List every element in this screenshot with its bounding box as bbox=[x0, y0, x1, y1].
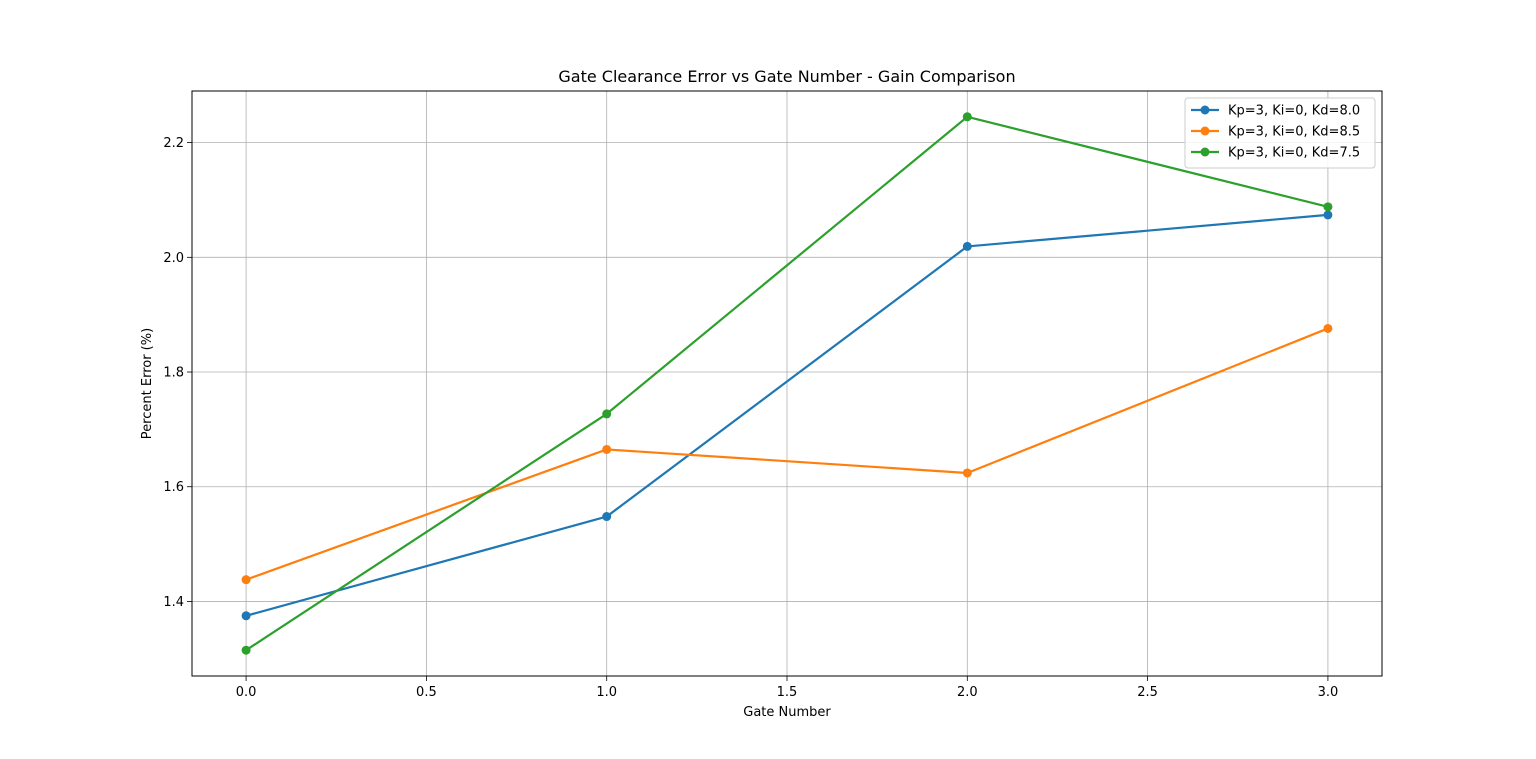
data-point bbox=[1323, 202, 1333, 212]
series-line bbox=[245, 115, 1329, 652]
legend-label: Kp=3, Ki=0, Kd=7.5 bbox=[1228, 146, 1360, 161]
legend-label: Kp=3, Ki=0, Kd=8.0 bbox=[1228, 104, 1360, 119]
series-2 bbox=[241, 323, 1333, 585]
series-line bbox=[245, 327, 1329, 581]
series-3 bbox=[241, 112, 1333, 655]
legend-box bbox=[1184, 97, 1376, 169]
legend-item: Kp=3, Ki=0, Kd=8.0 bbox=[1191, 104, 1360, 119]
data-point bbox=[962, 241, 972, 251]
data-point bbox=[241, 575, 251, 585]
data-point bbox=[962, 112, 972, 122]
legend-marker bbox=[1200, 105, 1210, 115]
data-point bbox=[241, 611, 251, 621]
legend-marker bbox=[1200, 126, 1210, 136]
y-tick-label: 1.8 bbox=[163, 366, 184, 381]
x-axis-label: Gate Number bbox=[743, 705, 831, 720]
y-tick-label: 2.0 bbox=[163, 251, 184, 266]
legend: Kp=3, Ki=0, Kd=8.0 Kp=3, Ki=0, Kd=8.5 Kp=3… bbox=[1184, 97, 1376, 169]
x-tick-label: 2.5 bbox=[1137, 685, 1158, 700]
y-axis-label: Percent Error (%) bbox=[140, 328, 155, 439]
x-tick-label: 1.5 bbox=[777, 685, 798, 700]
x-tick-label: 0.5 bbox=[416, 685, 437, 700]
x-tick-label: 3.0 bbox=[1318, 685, 1339, 700]
series-line bbox=[245, 213, 1329, 617]
axis-ticks: 0.0 0.5 1.0 1.5 2.0 2.5 3.0 1.4 1.6 1.8 2.0 2.2 bbox=[163, 136, 1338, 700]
legend-marker bbox=[1200, 147, 1210, 157]
y-tick-label: 1.6 bbox=[163, 480, 184, 495]
data-point bbox=[962, 468, 972, 478]
grid-lines bbox=[192, 91, 1382, 676]
chart-title: Gate Clearance Error vs Gate Number - Ga… bbox=[558, 67, 1015, 86]
data-point bbox=[241, 645, 251, 655]
y-tick-label: 1.4 bbox=[163, 595, 184, 610]
x-tick-label: 0.0 bbox=[236, 685, 257, 700]
data-point bbox=[602, 409, 612, 419]
series-1 bbox=[241, 210, 1333, 621]
data-point bbox=[602, 444, 612, 454]
data-point bbox=[1323, 323, 1333, 333]
legend-item: Kp=3, Ki=0, Kd=8.5 bbox=[1191, 125, 1360, 140]
data-point bbox=[602, 512, 612, 522]
legend-item: Kp=3, Ki=0, Kd=7.5 bbox=[1191, 146, 1360, 161]
series-lines bbox=[241, 112, 1333, 655]
x-tick-label: 1.0 bbox=[596, 685, 617, 700]
y-tick-label: 2.2 bbox=[163, 136, 184, 151]
legend-label: Kp=3, Ki=0, Kd=8.5 bbox=[1228, 125, 1360, 140]
data-point bbox=[1323, 210, 1333, 220]
x-tick-label: 2.0 bbox=[957, 685, 978, 700]
